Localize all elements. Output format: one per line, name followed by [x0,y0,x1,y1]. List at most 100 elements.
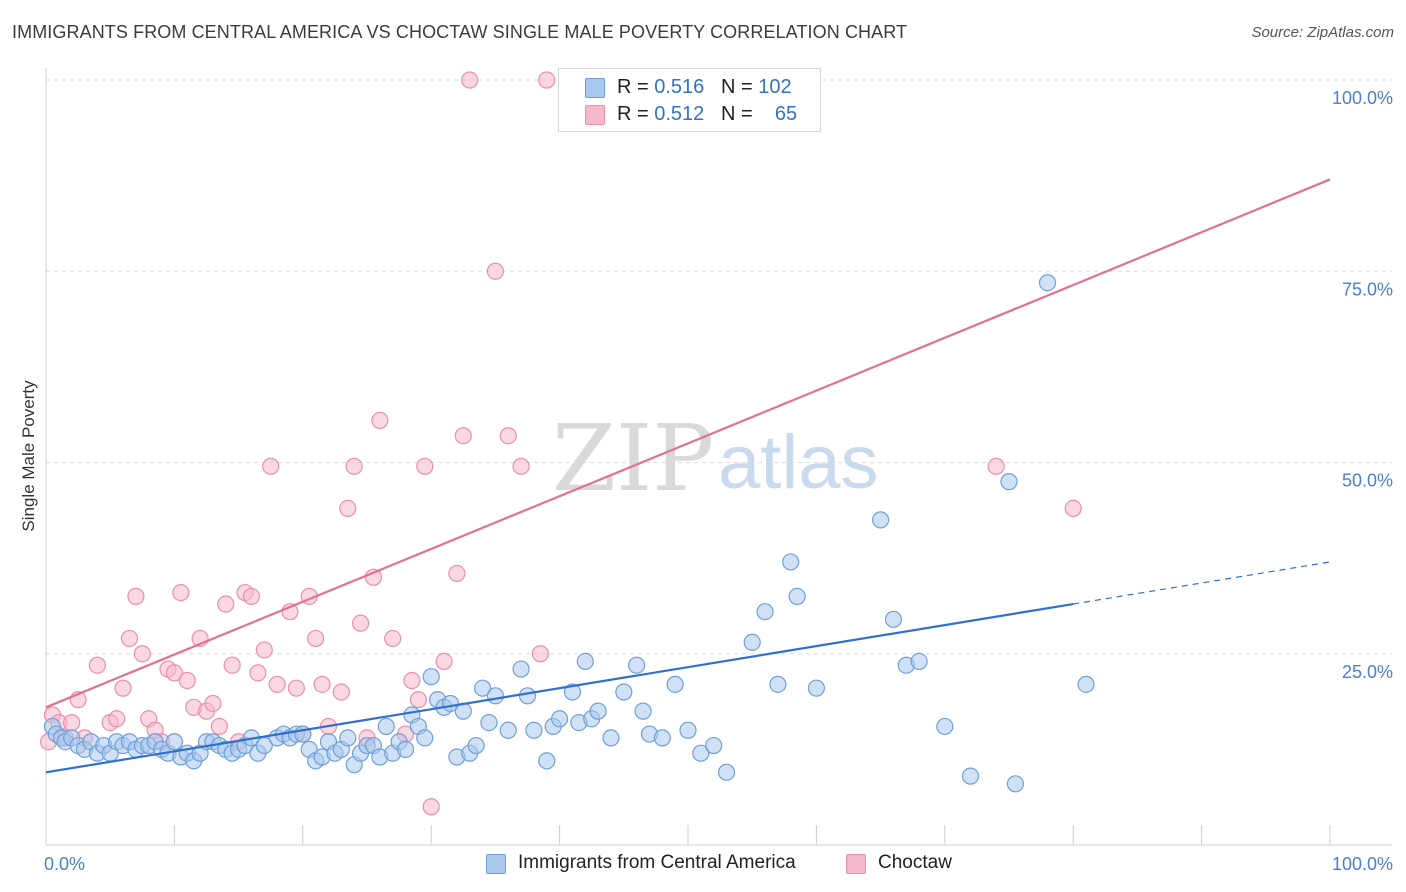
central-america-points [43,274,1095,793]
central-america-point [563,683,582,701]
choctaw-point [371,411,389,430]
central-america-point [634,702,652,720]
choctaw-point [178,671,196,690]
central-america-point [538,752,556,770]
central-america-point [769,675,787,693]
central-america-point [550,710,569,728]
central-america-point [871,511,890,529]
central-america-point [910,652,928,671]
central-america-point [788,587,806,605]
legend-n-value: 65 [774,103,798,125]
legend-r-value: 0.516 [654,76,705,98]
watermark-zip: ZIP [552,405,714,512]
legend-n-label: N = [720,76,759,98]
choctaw-point [217,595,235,613]
legend-n-value: 102 [758,76,792,98]
series-label: Immigrants from Central America [518,852,796,873]
central-america-point [628,656,646,674]
choctaw-point [120,629,139,648]
choctaw-point [165,664,183,682]
choctaw-point [538,71,556,89]
choctaw-point [307,629,325,648]
y-tick-label: 100.0% [1332,88,1393,108]
central-america-trendline [45,602,1074,774]
choctaw-point [435,652,453,671]
central-america-trendline-extension [1073,561,1331,605]
central-america-point [961,767,980,785]
central-america-point [422,668,440,686]
y-axis-label: Single Male Poverty [19,380,38,532]
choctaw-point [486,262,504,280]
choctaw-point [461,71,479,89]
central-america-point [717,763,736,781]
central-america-point [518,687,537,705]
watermark-atlas: atlas [718,420,879,505]
y-tick-label: 75.0% [1342,279,1393,299]
choctaw-point [409,691,427,709]
axes [45,68,1392,846]
central-america-point [602,729,620,747]
central-america-point [1006,775,1025,793]
central-america-point [576,652,594,671]
choctaw-point [204,694,222,713]
choctaw-point [345,457,363,475]
pink-swatch [846,854,866,874]
tick-labels: 100.0% 75.0% 50.0% 25.0% 0.0% 100.0% [44,88,1393,874]
choctaw-point [499,427,517,445]
central-america-point [480,713,498,732]
choctaw-point [172,583,190,602]
central-america-point [782,553,800,571]
choctaw-point [249,664,267,682]
choctaw-point [268,675,286,693]
choctaw-point [88,656,106,674]
legend-n-label: N = [720,103,759,125]
central-america-point [679,721,697,739]
legend-r-value: 0.512 [654,103,705,125]
central-america-point [339,729,357,747]
central-america-point [666,675,684,693]
choctaw-point [133,645,151,663]
central-america-point [1000,473,1018,491]
choctaw-point [63,713,81,732]
central-america-point [467,736,485,755]
choctaw-point [262,457,280,475]
choctaw-point [108,710,126,728]
choctaw-point [223,656,241,674]
choctaw-point [384,629,402,648]
central-america-point [499,721,517,739]
pink-swatch [585,105,605,125]
choctaw-trendline [45,178,1331,709]
central-america-point [589,702,607,720]
choctaw-point [1064,499,1082,517]
choctaw-point [987,457,1005,475]
central-america-point [884,610,903,628]
choctaw-point [242,587,261,605]
chart-title: IMMIGRANTS FROM CENTRAL AMERICA VS CHOCT… [12,22,908,42]
choctaw-point [531,645,549,663]
central-america-point [615,683,633,701]
choctaw-point [313,675,331,693]
trend-lines [45,178,1331,774]
legend-r-label: R = [617,76,655,98]
central-america-point [486,687,504,705]
watermark: ZIP atlas [552,405,879,512]
central-america-point [1077,675,1095,693]
central-america-point [936,717,954,736]
choctaw-point [255,641,273,659]
central-america-point [525,721,543,739]
x-tick-label: 100.0% [1332,854,1393,874]
choctaw-point [403,671,421,690]
choctaw-point [422,798,440,816]
choctaw-point [114,679,132,697]
central-america-point [165,733,183,751]
choctaw-point [210,717,228,736]
central-america-point [396,740,415,758]
blue-swatch [486,854,506,874]
choctaw-point [287,679,305,697]
choctaw-point [339,499,357,517]
central-america-point [653,729,671,747]
central-america-point [416,729,434,747]
central-america-point [756,603,774,621]
central-america-point [512,660,530,678]
